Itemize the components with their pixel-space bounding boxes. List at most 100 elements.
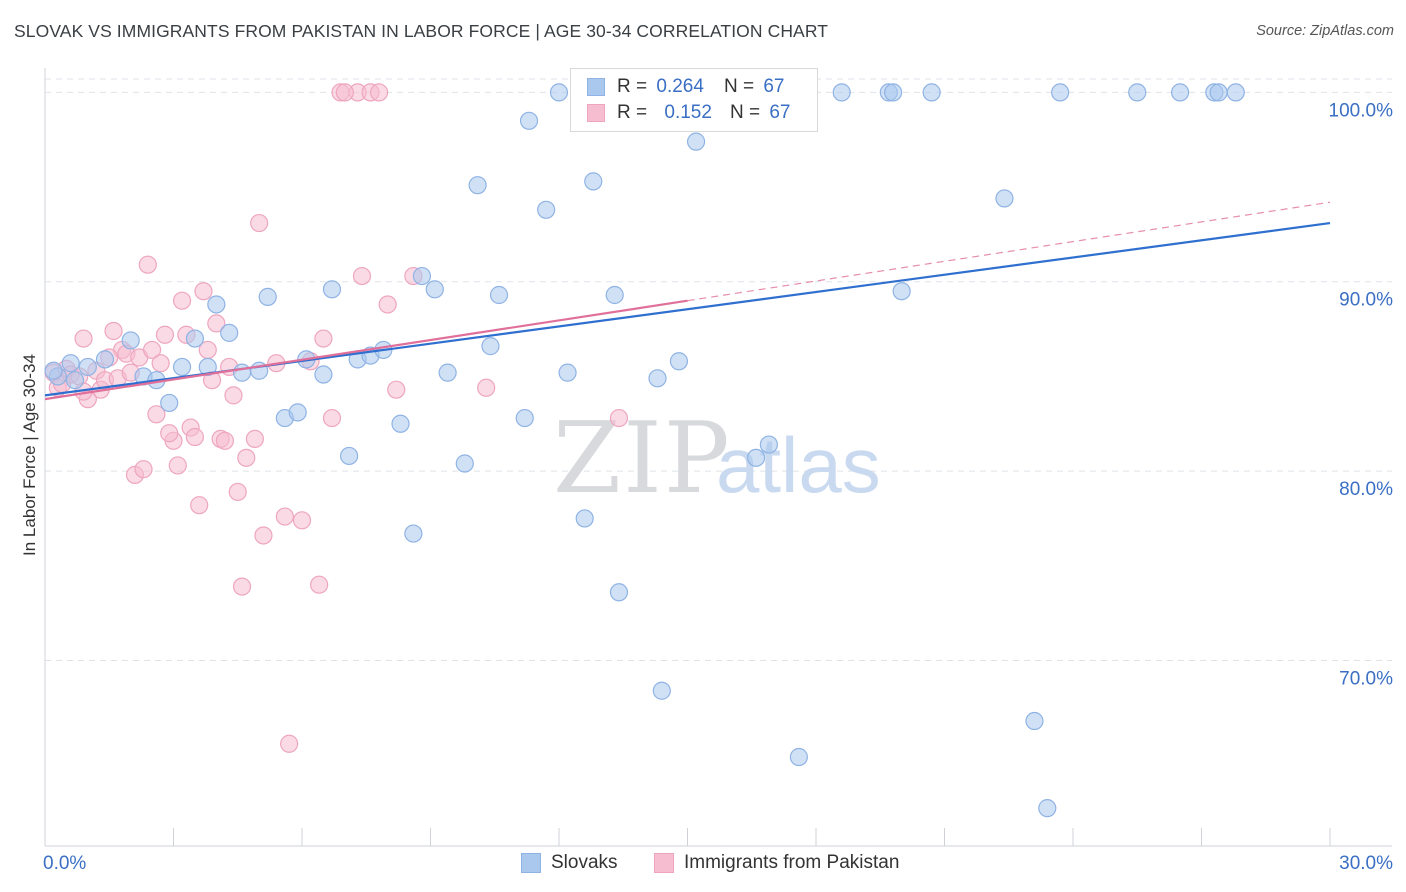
slovak-point [425,280,444,299]
slovak-point [549,83,569,102]
pakistan-point [151,354,170,373]
pakistan-point [104,321,123,341]
pakistan-point [322,408,342,428]
pakistan-point [190,496,209,515]
slovak-point [322,280,342,299]
legend-label-pakistan: Immigrants from Pakistan [684,852,900,873]
watermark-atlas: atlas [716,421,881,509]
slovaks-swatch [521,853,541,873]
legend-row-pakistan: R = 0.152 N = 67 [587,101,790,125]
pakistan-swatch [587,104,605,122]
slovak-point [892,282,911,301]
slovak-point [1170,83,1190,102]
y-tick-label: 90.0% [1339,290,1393,311]
legend-label-slovaks: Slovaks [551,852,618,873]
pakistan-point [250,213,269,233]
pakistan-point [160,424,179,443]
slovak-point [922,83,941,102]
slovak-point [65,371,85,390]
n-label: N = [729,102,761,123]
watermark-zip: ZIP [553,402,732,516]
pakistan-point [168,456,187,475]
r-value: 0.152 [664,102,712,123]
slovak-point [1209,83,1228,102]
slovak-point [404,524,423,543]
slovak-point [515,408,534,428]
pakistan-point [172,291,192,310]
slovak-point [438,363,457,382]
slovak-point [172,357,192,377]
pakistan-point [224,386,243,405]
slovak-point [391,414,410,433]
n-label: N = [723,76,755,97]
slovak-point [519,111,539,130]
slovak-point [1128,83,1147,102]
pakistan-trend-line [44,299,688,401]
slovak-point [746,448,766,467]
pakistan-point [147,405,166,424]
slovak-point [160,393,179,413]
pakistan-point [292,511,312,530]
pakistan-point [477,378,496,397]
slovak-point [605,285,624,305]
slovak-point [575,509,594,528]
slovak-point [1226,83,1245,102]
pakistan-point [245,429,264,449]
slovak-point [558,363,577,382]
slovak-point [481,337,500,356]
pakistan-point [155,325,175,344]
r-value: 0.264 [656,76,704,97]
slovak-point [314,365,333,384]
pakistan-point [352,266,372,286]
series-legend: Slovaks Immigrants from Pakistan [0,852,1406,878]
pakistan-point [207,314,226,333]
slovak-points [44,83,1245,818]
x-tick-label: 0.0% [43,853,86,874]
slovak-point [121,331,140,350]
axis-labels: 70.0% 80.0% 90.0% 100.0% 0.0% 30.0% In Labor F… [20,100,1393,874]
slovak-point [759,435,778,454]
pakistan-point [378,295,397,314]
slovak-point [1038,799,1057,818]
slovak-point [288,403,307,422]
legend-row-slovaks: R = 0.264 N = 67 [587,75,784,99]
slovak-point [584,172,603,191]
pakistan-point [142,340,162,360]
slovak-point [669,352,689,371]
y-tick-label: 80.0% [1339,479,1393,500]
axes [44,68,1392,847]
source-credit: Source: ZipAtlas.com [1256,23,1394,39]
pakistan-point [314,329,333,348]
slovak-point [412,266,432,286]
pakistan-point [609,408,629,428]
pakistan-point [370,83,389,102]
pakistan-point [138,255,157,274]
slovak-point [648,369,667,388]
pakistan-point [194,282,213,301]
y-tick-label: 100.0% [1329,100,1394,121]
pakistan-swatch [654,853,674,873]
y-tick-label: 70.0% [1339,668,1393,689]
pakistan-point [134,460,153,479]
pakistan-point [74,329,93,348]
r-label: R = [617,76,648,97]
slovak-point [609,583,629,602]
pakistan-point [280,734,299,753]
slovak-point [340,446,359,466]
pakistan-point [232,577,252,596]
slovak-point [1051,83,1070,102]
y-axis-title: In Labor Force | Age 30-34 [20,354,39,556]
pakistan-point [185,427,205,447]
pakistan-point [335,83,354,102]
x-tick-label: 30.0% [1339,853,1393,874]
slovak-point [789,747,808,767]
chart-title: SLOVAK VS IMMIGRANTS FROM PAKISTAN IN LA… [14,21,829,41]
slovak-point [44,361,63,380]
slovak-point [1025,711,1044,731]
slovak-point [489,285,509,305]
pakistan-point [215,431,234,450]
r-label: R = [617,102,648,123]
slovak-point [198,357,217,377]
watermark: ZIP atlas [553,402,881,516]
